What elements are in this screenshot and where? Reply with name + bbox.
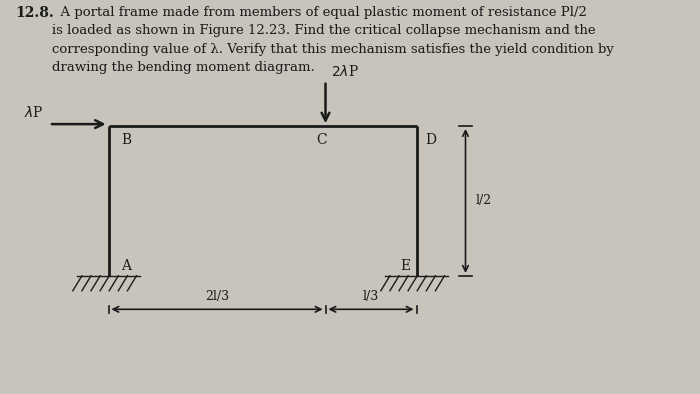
Text: A portal frame made from members of equal plastic moment of resistance Pl/2
is l: A portal frame made from members of equa… xyxy=(52,6,615,74)
Text: A: A xyxy=(121,258,131,273)
Text: 2l/3: 2l/3 xyxy=(205,290,229,303)
Text: C: C xyxy=(316,133,328,147)
Text: 12.8.: 12.8. xyxy=(15,6,54,20)
Text: D: D xyxy=(425,133,436,147)
Text: l/3: l/3 xyxy=(363,290,379,303)
Text: l/2: l/2 xyxy=(476,195,492,207)
Text: $2\lambda$P: $2\lambda$P xyxy=(331,64,359,79)
Text: E: E xyxy=(401,258,411,273)
Text: B: B xyxy=(121,133,131,147)
Text: $\lambda$P: $\lambda$P xyxy=(24,105,43,120)
